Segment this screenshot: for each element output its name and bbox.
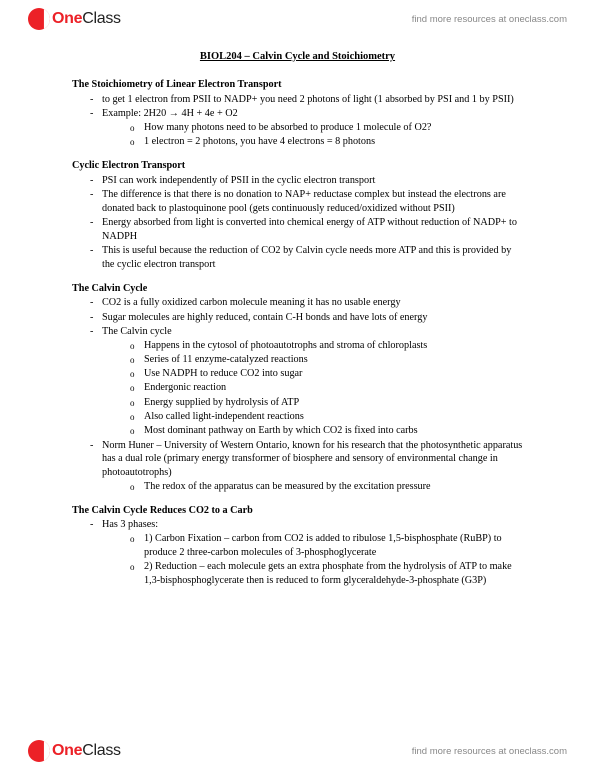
sub-list: The redox of the apparatus can be measur… — [102, 480, 523, 494]
brand-logo-icon — [28, 740, 50, 762]
list-item: Endergonic reaction — [130, 381, 523, 395]
list-item: The Calvin cycle Happens in the cytosol … — [90, 325, 523, 438]
section-list: CO2 is a fully oxidized carbon molecule … — [72, 296, 523, 493]
list-item: The difference is that there is no donat… — [90, 188, 523, 216]
sub-list: 1) Carbon Fixation – carbon from CO2 is … — [102, 532, 523, 588]
list-item: Most dominant pathway on Earth by which … — [130, 424, 523, 438]
section-heading-stoichiometry: The Stoichiometry of Linear Electron Tra… — [72, 78, 523, 92]
list-item: Sugar molecules are highly reduced, cont… — [90, 311, 523, 325]
section-list: to get 1 electron from PSII to NADP+ you… — [72, 93, 523, 149]
list-item: CO2 is a fully oxidized carbon molecule … — [90, 296, 523, 310]
document-body: BIOL204 – Calvin Cycle and Stoichiometry… — [72, 50, 523, 588]
list-item: The redox of the apparatus can be measur… — [130, 480, 523, 494]
list-item: 2) Reduction – each molecule gets an ext… — [130, 560, 523, 588]
section-heading-calvin: The Calvin Cycle — [72, 282, 523, 296]
brand-logo: OneClass — [28, 740, 121, 762]
section-list: Has 3 phases: 1) Carbon Fixation – carbo… — [72, 518, 523, 587]
list-item: Has 3 phases: 1) Carbon Fixation – carbo… — [90, 518, 523, 587]
brand-logo: OneClass — [28, 8, 121, 30]
brand-logo-text: OneClass — [52, 742, 121, 760]
section-heading-reduces: The Calvin Cycle Reduces CO2 to a Carb — [72, 504, 523, 518]
list-item-text: The Calvin cycle — [102, 326, 172, 337]
list-item: How many photons need to be absorbed to … — [130, 121, 523, 135]
section-list: PSI can work independently of PSII in th… — [72, 174, 523, 272]
brand-logo-text: OneClass — [52, 10, 121, 28]
list-item: Happens in the cytosol of photoautotroph… — [130, 339, 523, 353]
sub-list: Happens in the cytosol of photoautotroph… — [102, 339, 523, 438]
list-item-text: Has 3 phases: — [102, 519, 158, 530]
header-tagline[interactable]: find more resources at oneclass.com — [412, 14, 567, 25]
list-item: This is useful because the reduction of … — [90, 244, 523, 272]
list-item: Series of 11 enzyme-catalyzed reactions — [130, 353, 523, 367]
list-item: Also called light-independent reactions — [130, 410, 523, 424]
document-title: BIOL204 – Calvin Cycle and Stoichiometry — [72, 50, 523, 64]
list-item-text: Example: 2H20 → 4H + 4e + O2 — [102, 108, 238, 119]
list-item: to get 1 electron from PSII to NADP+ you… — [90, 93, 523, 107]
brand-class: Class — [82, 742, 121, 759]
list-item: Norm Huner – University of Western Ontar… — [90, 439, 523, 494]
list-item-text: Norm Huner – University of Western Ontar… — [102, 440, 522, 479]
footer-tagline[interactable]: find more resources at oneclass.com — [412, 746, 567, 757]
sub-list: How many photons need to be absorbed to … — [102, 121, 523, 149]
list-item: Energy supplied by hydrolysis of ATP — [130, 396, 523, 410]
brand-logo-icon — [28, 8, 50, 30]
list-item: Example: 2H20 → 4H + 4e + O2 How many ph… — [90, 107, 523, 149]
list-item: Use NADPH to reduce CO2 into sugar — [130, 367, 523, 381]
list-item: 1 electron = 2 photons, you have 4 elect… — [130, 135, 523, 149]
brand-one: One — [52, 742, 82, 759]
brand-class: Class — [82, 10, 121, 27]
list-item: Energy absorbed from light is converted … — [90, 216, 523, 244]
list-item: 1) Carbon Fixation – carbon from CO2 is … — [130, 532, 523, 560]
page-footer: OneClass find more resources at oneclass… — [0, 732, 595, 770]
brand-one: One — [52, 10, 82, 27]
page-header: OneClass find more resources at oneclass… — [0, 0, 595, 38]
list-item: PSI can work independently of PSII in th… — [90, 174, 523, 188]
section-heading-cyclic: Cyclic Electron Transport — [72, 159, 523, 173]
